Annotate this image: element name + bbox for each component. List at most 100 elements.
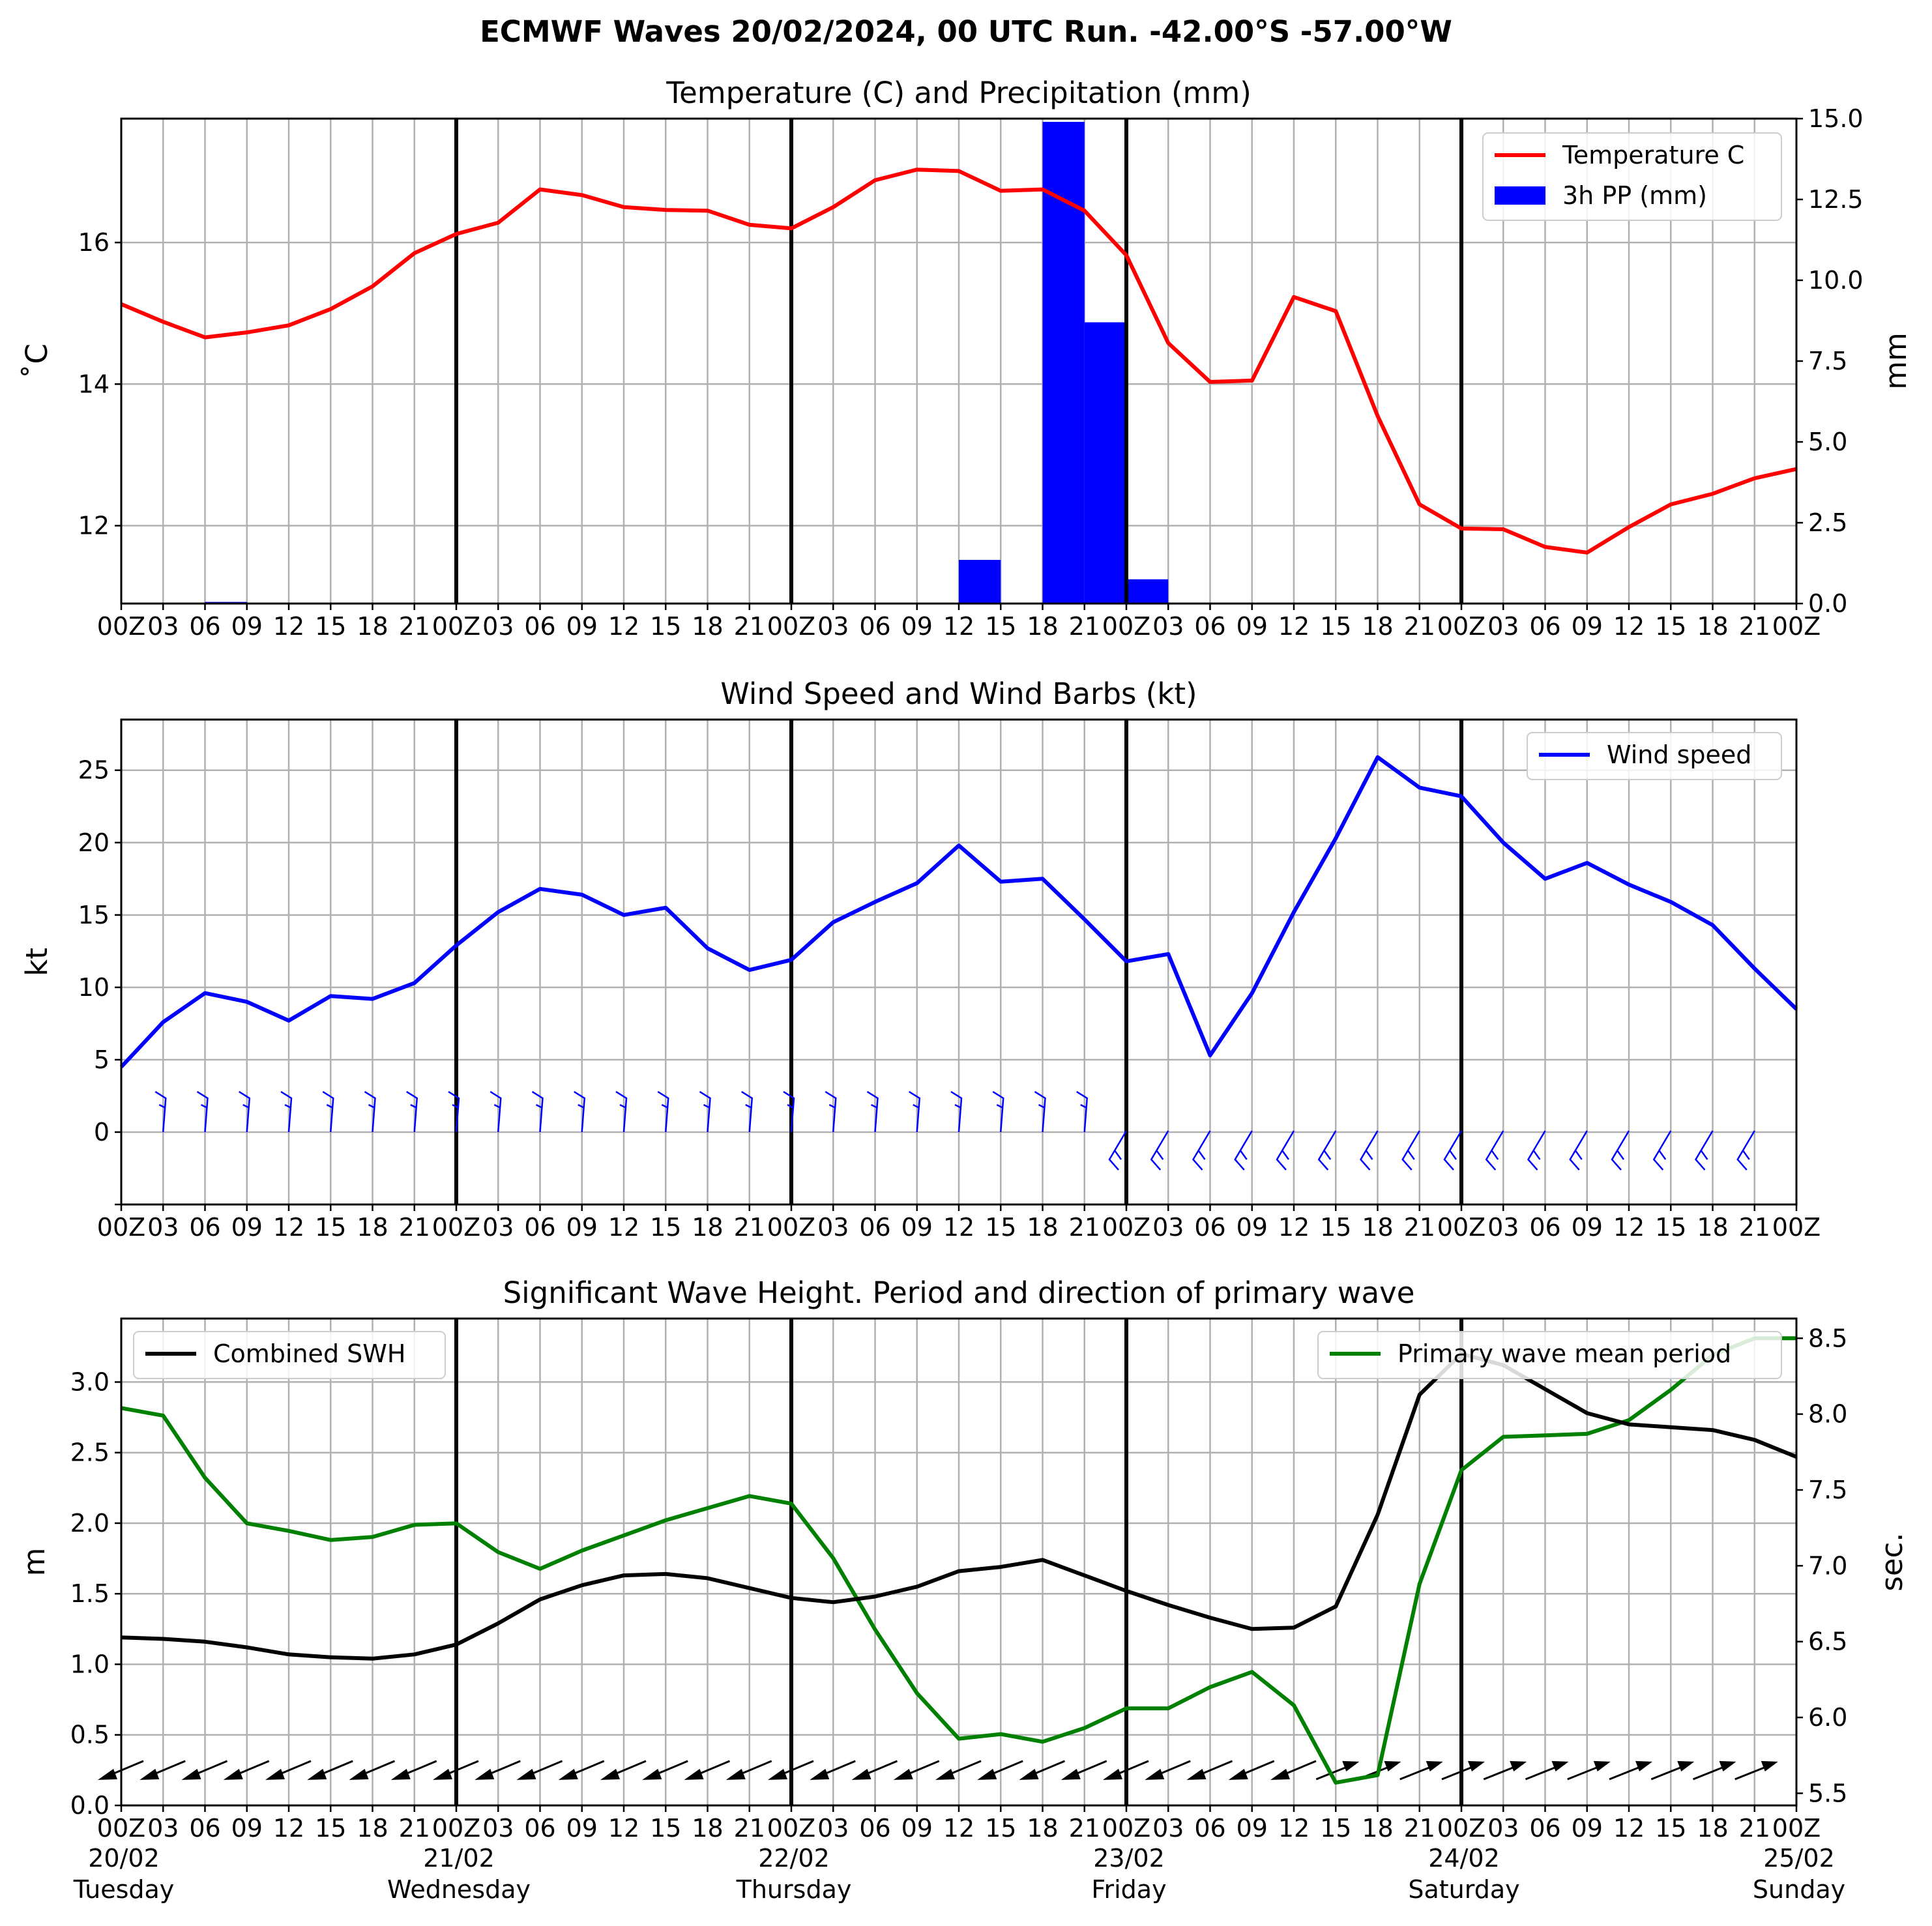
- x-tick-label: 15: [985, 612, 1016, 641]
- x-tick-label: 00Z: [1437, 612, 1486, 641]
- x-tick-label: 18: [357, 1213, 388, 1242]
- x-tick-label: 06: [1529, 1814, 1560, 1843]
- y-tick-label: 3.0: [70, 1367, 110, 1396]
- x-tick-label: 06: [1194, 1213, 1225, 1242]
- wave-period-line: [121, 1336, 1796, 1785]
- x-tick-label: 12: [273, 1814, 304, 1843]
- x-tick-label: 03: [147, 1213, 179, 1242]
- wind-barb: [1694, 1130, 1714, 1171]
- x-tick-label: 18: [692, 1814, 723, 1843]
- wave-arrowhead: [1468, 1760, 1485, 1772]
- x-tick-label: 06: [189, 1814, 220, 1843]
- wave-arrowhead: [1270, 1768, 1290, 1780]
- wind-barb: [825, 1090, 837, 1133]
- wave-arrowhead: [1019, 1768, 1039, 1780]
- wind-barb: [1527, 1130, 1546, 1171]
- legend: [1527, 732, 1782, 780]
- wind-barb: [1736, 1130, 1755, 1171]
- wave-arrowhead: [600, 1768, 620, 1780]
- x-tick-label: 18: [1697, 1814, 1728, 1843]
- x-tick-label: 03: [147, 612, 179, 641]
- x-tick-label: 03: [482, 1213, 514, 1242]
- x-tick-label: 15: [650, 612, 681, 641]
- wind-barb: [196, 1090, 209, 1133]
- y-tick-label: 14: [78, 370, 110, 398]
- wave-arrowhead: [1593, 1760, 1611, 1772]
- wave-arrowhead: [977, 1768, 997, 1780]
- precip-bar: [1084, 322, 1126, 604]
- x-tick-label: 00Z: [432, 1814, 480, 1843]
- y2-axis-label: mm: [1879, 332, 1913, 390]
- x-tick-label: 18: [1027, 1814, 1058, 1843]
- y-tick-label: 5: [94, 1045, 110, 1074]
- x-tick-label: 21: [734, 1213, 765, 1242]
- legend-label: 3h PP (mm): [1562, 181, 1707, 210]
- x-tick-label: 15: [985, 1814, 1016, 1843]
- wind-barb: [574, 1090, 586, 1133]
- wave-arrowhead: [516, 1768, 536, 1780]
- x-tick-label: 12: [1278, 612, 1310, 641]
- y2-tick-label: 0.0: [1808, 589, 1847, 618]
- x-tick-label: 00Z: [97, 1213, 145, 1242]
- y-tick-label: 2.5: [70, 1438, 110, 1467]
- x-tick-label: 09: [1237, 1213, 1268, 1242]
- wave-arrowhead: [684, 1768, 704, 1780]
- wave-arrowhead: [725, 1768, 746, 1780]
- y2-tick-label: 5.0: [1808, 428, 1847, 456]
- x-tick-label: 21: [1739, 1814, 1770, 1843]
- wave-arrowhead: [893, 1768, 913, 1780]
- wind-barb: [448, 1090, 460, 1133]
- x-tick-label: 03: [1152, 1814, 1184, 1843]
- legend: [1317, 1331, 1782, 1379]
- y2-axis-label: sec.: [1875, 1532, 1909, 1591]
- wave-arrowhead: [810, 1768, 830, 1780]
- x-tick-label: 09: [231, 1814, 263, 1843]
- x-tick-label: 03: [482, 1814, 514, 1843]
- legend-swatch: [1495, 186, 1545, 205]
- y2-tick-label: 8.5: [1808, 1324, 1847, 1352]
- wave-arrowhead: [1061, 1768, 1081, 1780]
- day-weekday-label: Sunday: [1753, 1875, 1845, 1904]
- x-tick-label: 21: [734, 612, 765, 641]
- temperature-precip-panel: Temperature (C) and Precipitation (mm) 00…: [20, 76, 1913, 641]
- x-tick-label: 06: [859, 612, 890, 641]
- day-date-label: 21/02: [423, 1844, 495, 1873]
- x-tick-label: 15: [1320, 612, 1351, 641]
- x-tick-label: 09: [231, 1213, 263, 1242]
- y2-tick-label: 2.5: [1808, 508, 1847, 537]
- x-tick-label: 03: [1487, 1213, 1519, 1242]
- day-date-label: 25/02: [1763, 1844, 1835, 1873]
- y-tick-label: 1.0: [70, 1650, 110, 1678]
- y-tick-label: 25: [78, 756, 110, 785]
- x-tick-label: 18: [1027, 1213, 1058, 1242]
- x-tick-label: 15: [315, 1814, 346, 1843]
- y-tick-label: 10: [78, 973, 110, 1002]
- wave-arrowhead: [1103, 1768, 1122, 1780]
- day-weekday-label: Friday: [1091, 1875, 1166, 1904]
- x-tick-label: 06: [189, 1213, 220, 1242]
- x-tick-label: 12: [1278, 1814, 1310, 1843]
- x-tick-label: 06: [524, 612, 555, 641]
- x-tick-label: 21: [1739, 612, 1770, 641]
- legend-label: Wind speed: [1607, 740, 1751, 769]
- x-tick-label: 12: [943, 612, 974, 641]
- wave-arrowhead: [390, 1768, 411, 1780]
- axes-frame: [120, 117, 1798, 605]
- x-tick-label: 21: [1404, 612, 1435, 641]
- x-tick-label: 18: [1027, 612, 1058, 641]
- x-tick-label: 21: [1739, 1213, 1770, 1242]
- wave-arrowhead: [1677, 1760, 1695, 1772]
- wave-arrowhead: [1426, 1760, 1443, 1772]
- wind-barb: [1443, 1130, 1463, 1171]
- y2-tick-label: 7.5: [1808, 347, 1847, 375]
- precip-bar: [959, 560, 1001, 604]
- y-tick-label: 2.0: [70, 1509, 110, 1538]
- x-tick-label: 00Z: [1102, 1213, 1150, 1242]
- wave-arrowhead: [1145, 1768, 1165, 1780]
- y2-tick-label: 7.0: [1808, 1551, 1847, 1580]
- x-tick-label: 06: [1529, 1213, 1560, 1242]
- x-tick-label: 03: [1152, 1213, 1184, 1242]
- y2-tick-label: 12.5: [1808, 185, 1864, 214]
- panel-title: Significant Wave Height. Period and dire…: [503, 1276, 1415, 1310]
- x-tick-label: 12: [943, 1213, 974, 1242]
